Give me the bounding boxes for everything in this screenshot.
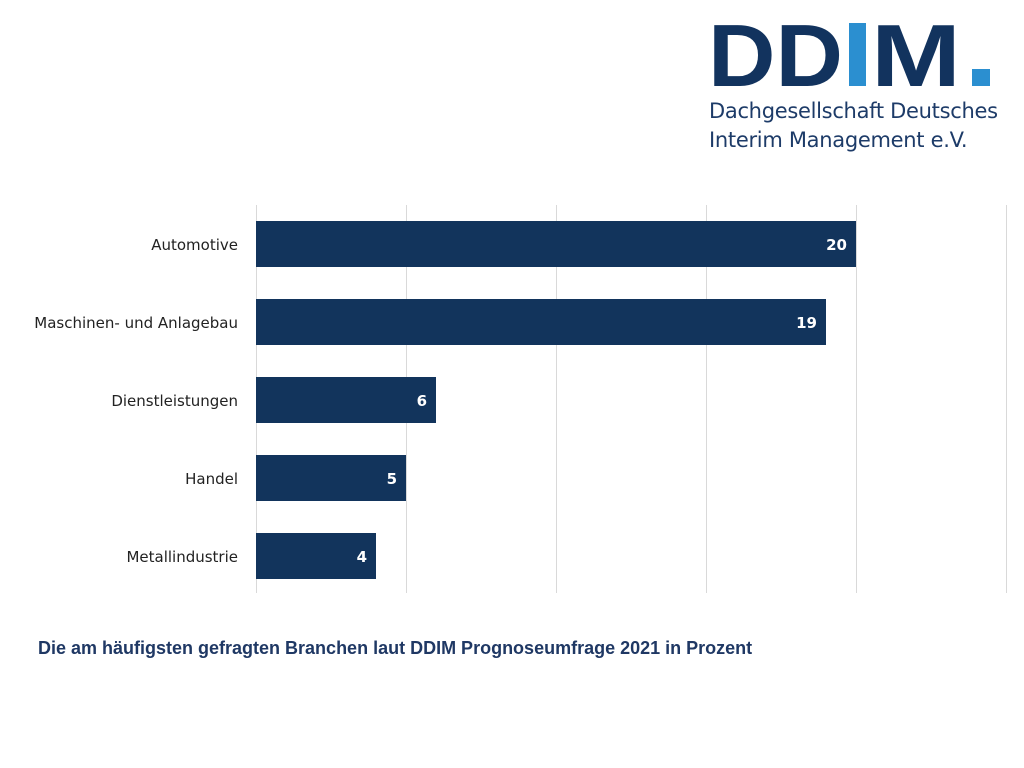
data-label: 4	[357, 548, 367, 566]
svg-text:M: M	[871, 14, 961, 105]
data-label: 6	[417, 392, 427, 410]
chart-caption: Die am häufigsten gefragten Branchen lau…	[38, 638, 753, 658]
category-label: Dienstleistungen	[111, 392, 238, 410]
ddim-logo: DD M	[708, 14, 990, 105]
svg-text:DD: DD	[708, 14, 843, 105]
bar	[256, 533, 376, 579]
logo-subtitle-line1: Dachgesellschaft Deutsches	[709, 99, 998, 123]
data-label: 19	[796, 314, 817, 332]
bar	[256, 377, 436, 423]
logo-subtitle-line2: Interim Management e.V.	[709, 128, 968, 152]
bar	[256, 221, 856, 267]
bar-chart: Automotive 20 Maschinen- und Anlagebau 19 Di…	[34, 205, 1007, 593]
category-label: Automotive	[151, 236, 238, 254]
data-label: 5	[387, 470, 397, 488]
data-label: 20	[826, 236, 847, 254]
bar	[256, 299, 826, 345]
category-label: Handel	[185, 470, 238, 488]
bar	[256, 455, 406, 501]
category-label: Maschinen- und Anlagebau	[34, 314, 238, 332]
category-label: Metallindustrie	[126, 548, 238, 566]
